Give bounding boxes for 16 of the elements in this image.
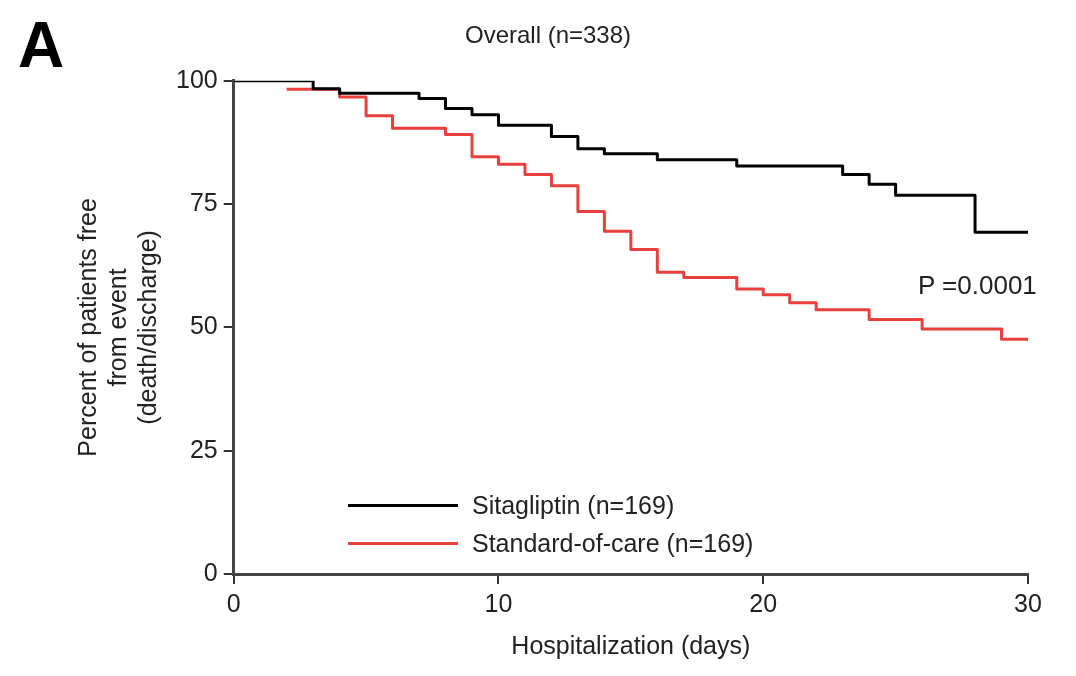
chart-title: Overall (n=338)	[464, 21, 632, 49]
y-tick-label: 75	[189, 187, 218, 216]
y-tick-label: 25	[189, 434, 218, 463]
x-tick-label: 0	[226, 588, 241, 617]
legend-label: Sitagliptin (n=169)	[472, 490, 675, 520]
text: A	[18, 8, 65, 82]
legend-label: Standard-of-care (n=169)	[472, 528, 754, 558]
x-tick-label: 20	[749, 588, 778, 617]
y-tick-label: 50	[189, 311, 218, 340]
x-axis-title: Hospitalization (days)	[511, 630, 751, 659]
annotation: P =0.0001	[918, 270, 1037, 301]
y-tick-label: 100	[175, 64, 218, 93]
x-tick-label: 30	[1014, 588, 1042, 617]
x-tick-label: 10	[484, 588, 513, 617]
y-tick-label: 0	[203, 557, 218, 586]
y-axis-title: Percent of patients free from event (death/discharge)	[72, 198, 161, 457]
